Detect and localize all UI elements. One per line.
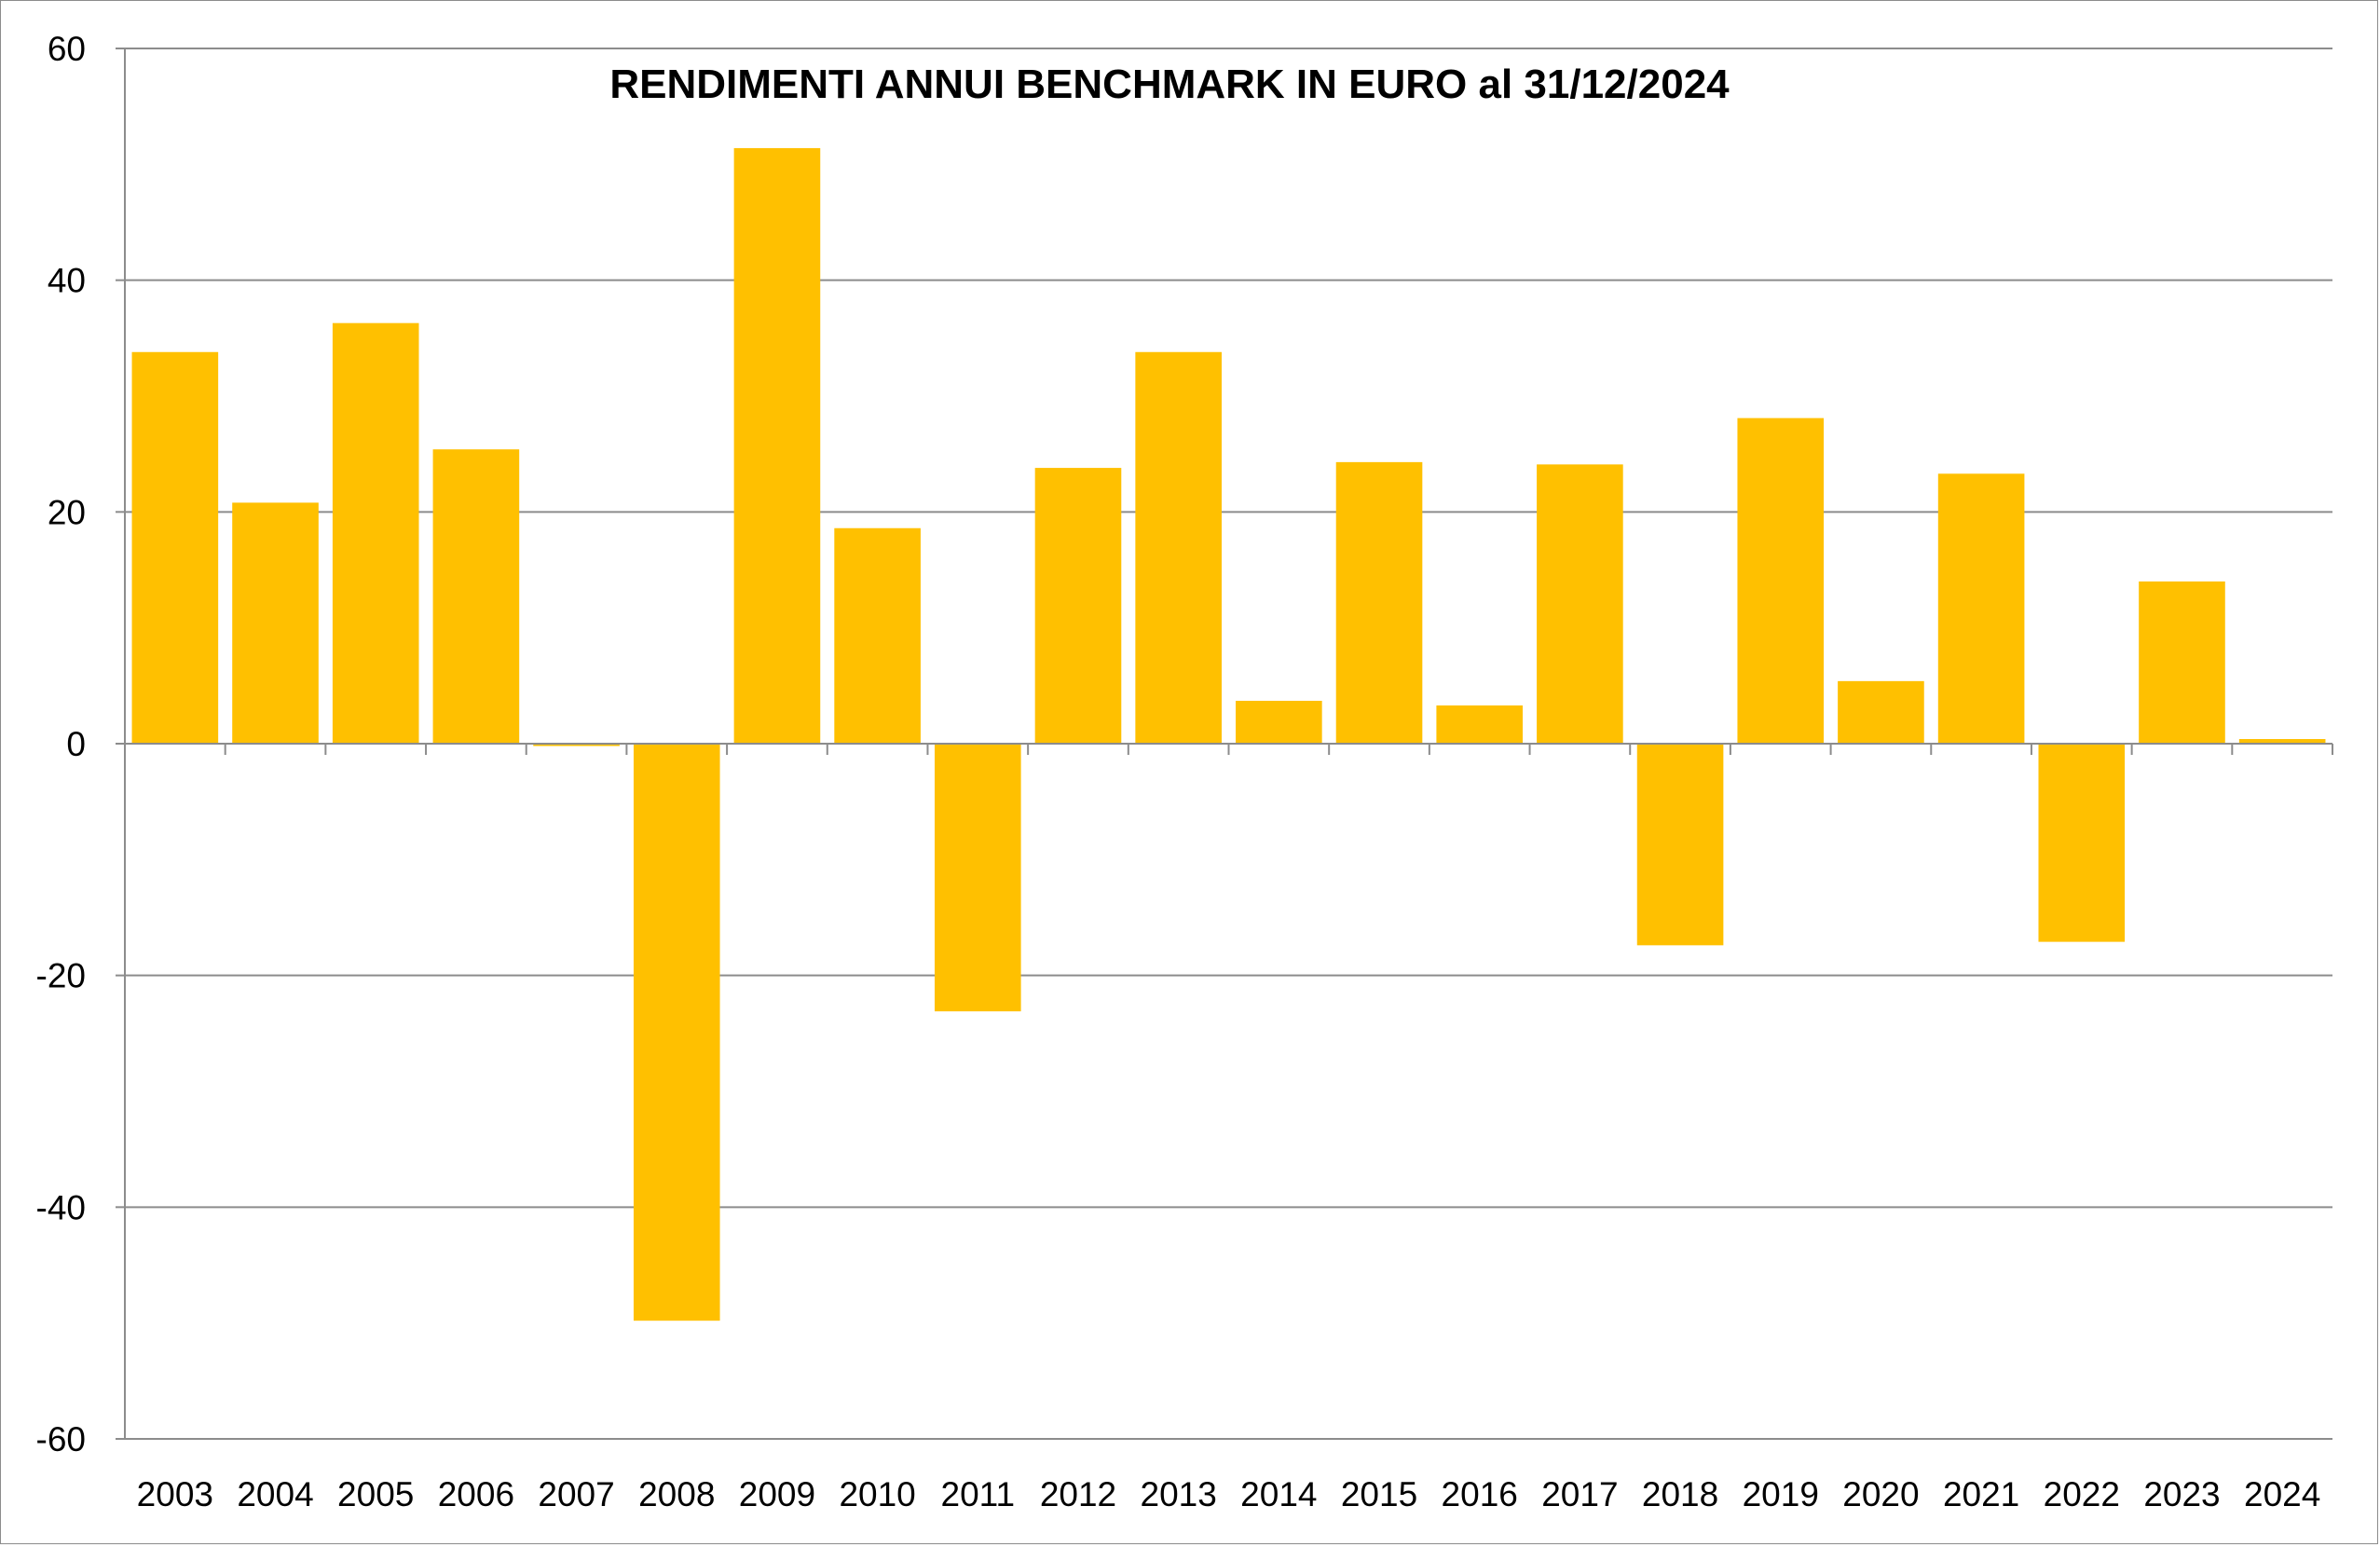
bar-2006 [432, 449, 520, 744]
x-tick-label: 2012 [1040, 1475, 1116, 1513]
x-tick-label: 2010 [839, 1475, 915, 1513]
x-tick-label: 2004 [237, 1475, 313, 1513]
y-tick-label: -60 [36, 1420, 86, 1458]
bar-2007 [533, 744, 620, 746]
bar-2016 [1436, 705, 1524, 744]
bar-2024 [2238, 739, 2326, 744]
x-tick-labels: 2003 2004 2005 2006 2007 2008 2009 2010 2011 2012… [137, 1475, 2321, 1513]
y-tick-label: 40 [48, 262, 86, 300]
bar-2012 [1034, 468, 1122, 744]
x-tick-label: 2003 [137, 1475, 213, 1513]
y-tick-label: 0 [66, 725, 86, 763]
x-tick-label: 2013 [1141, 1475, 1217, 1513]
x-tick-label: 2020 [1842, 1475, 1919, 1513]
bar-2005 [332, 322, 419, 744]
bar-2018 [1636, 744, 1724, 946]
chart-title: RENDIMENTI ANNUI BENCHMARK IN EURO al 31… [609, 62, 1730, 107]
bar-2014 [1236, 700, 1322, 744]
x-tick-label: 2015 [1341, 1475, 1417, 1513]
y-tick-label: 60 [48, 30, 86, 68]
bar-2019 [1737, 418, 1825, 744]
bar-2020 [1838, 680, 1924, 744]
y-tick-labels: 60 40 20 0 -20 -40 -60 [36, 30, 86, 1458]
x-tick-label: 2014 [1240, 1475, 1317, 1513]
bar-2015 [1335, 461, 1423, 744]
x-tick-label: 2007 [538, 1475, 614, 1513]
x-tick-label: 2011 [941, 1475, 1016, 1513]
bar-2009 [733, 147, 821, 745]
x-tick-label: 2023 [2143, 1475, 2220, 1513]
x-tick-label: 2019 [1743, 1475, 1819, 1513]
bar-2010 [834, 527, 921, 744]
bar-2003 [131, 351, 219, 744]
x-tick-label: 2006 [438, 1475, 514, 1513]
y-tick-label: -20 [36, 957, 86, 995]
bar-2011 [934, 744, 1021, 1012]
axes [116, 48, 2333, 1440]
x-tick-label: 2021 [1943, 1475, 2019, 1513]
y-tick-label: -40 [36, 1188, 86, 1226]
bar-2017 [1537, 464, 1623, 744]
bar-2023 [2139, 581, 2225, 744]
x-tick-label: 2009 [739, 1475, 815, 1513]
x-tick-label: 2018 [1642, 1475, 1718, 1513]
bar-2022 [2038, 744, 2126, 942]
bar-2008 [633, 744, 720, 1321]
x-tick-label: 2024 [2244, 1475, 2320, 1513]
x-tick-label: 2022 [2044, 1475, 2120, 1513]
y-tick-label: 20 [48, 493, 86, 531]
x-tick-label: 2016 [1442, 1475, 1518, 1513]
x-tick-label: 2017 [1541, 1475, 1618, 1513]
x-tick-label: 2005 [337, 1475, 414, 1513]
bar-2013 [1135, 351, 1222, 744]
x-tick-label: 2008 [638, 1475, 715, 1513]
bar-2004 [232, 502, 319, 744]
bars [131, 147, 2326, 1321]
bar-2021 [1937, 473, 2025, 744]
